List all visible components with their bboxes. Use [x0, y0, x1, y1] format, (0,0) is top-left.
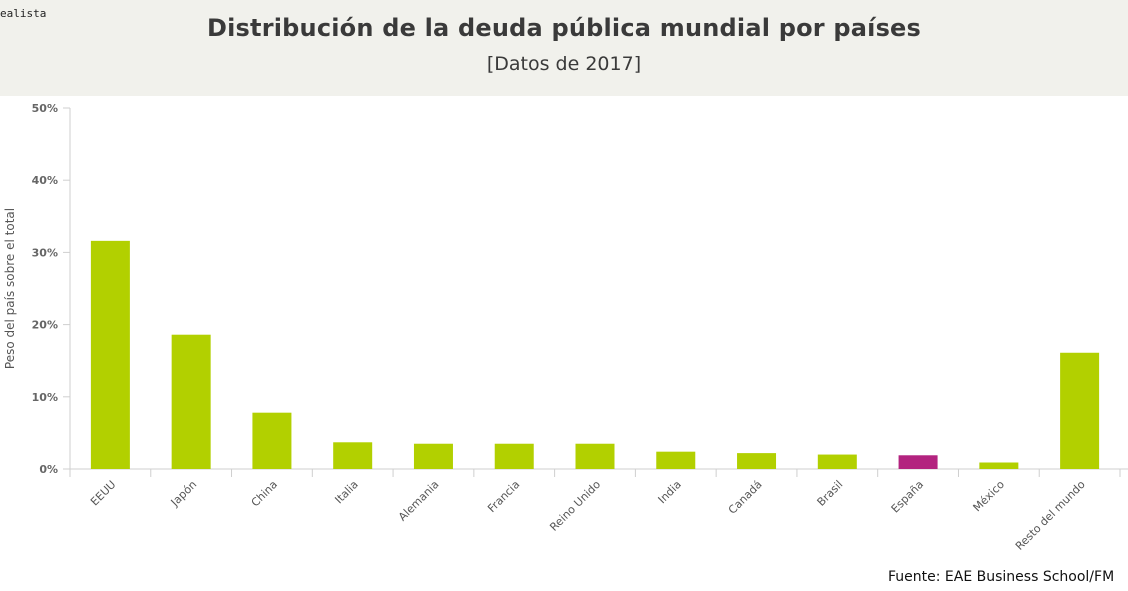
bar-italia: [333, 442, 373, 469]
x-tick-label: India: [656, 478, 684, 506]
source-note: Fuente: EAE Business School/FM: [888, 569, 1115, 585]
y-tick-label: 30%: [32, 246, 58, 259]
bar-china: [252, 412, 292, 469]
x-tick-label: Resto del mundo: [1013, 478, 1088, 553]
x-tick-label: Alemania: [396, 478, 442, 524]
x-tick-label: Francia: [485, 478, 522, 515]
bar-japón: [171, 334, 211, 469]
x-tick-label: EEUU: [88, 478, 118, 508]
bar-india: [656, 451, 696, 469]
x-tick-label: Brasil: [815, 478, 846, 509]
bar-brasil: [817, 454, 857, 469]
x-tick-label: Canadá: [726, 478, 765, 517]
bar-francia: [494, 443, 534, 469]
bar-reino-unido: [575, 443, 615, 469]
bar-canadá: [737, 453, 777, 469]
x-tick-label: Reino Unido: [547, 478, 603, 534]
x-tick-label: México: [971, 478, 1008, 515]
chart-title: Distribución de la deuda pública mundial…: [206, 14, 922, 42]
x-tick-label: España: [889, 478, 927, 516]
bar-alemania: [413, 443, 453, 469]
brand-logo-text: ealista: [0, 7, 47, 20]
x-tick-label: China: [249, 478, 280, 509]
bar-resto-del-mundo: [1060, 352, 1100, 469]
y-axis-title: Peso del país sobre el total: [3, 208, 17, 369]
x-tick-label: Italia: [332, 478, 360, 506]
y-tick-label: 10%: [32, 391, 58, 404]
bar-españa: [898, 455, 938, 469]
y-tick-label: 0%: [39, 463, 58, 476]
y-tick-label: 20%: [32, 319, 58, 332]
bar-eeuu: [90, 240, 130, 469]
x-tick-label: Japón: [168, 478, 200, 510]
y-tick-label: 40%: [32, 174, 58, 187]
chart-header: ealista Distribución de la deuda pública…: [0, 0, 1128, 96]
bar-méxico: [979, 462, 1019, 469]
y-tick-label: 50%: [32, 102, 58, 115]
bar-chart: 0% 10% 20% 30% 40% 50% Peso del país sobre el …: [3, 102, 1128, 553]
chart-subtitle: [Datos de 2017]: [486, 53, 642, 75]
